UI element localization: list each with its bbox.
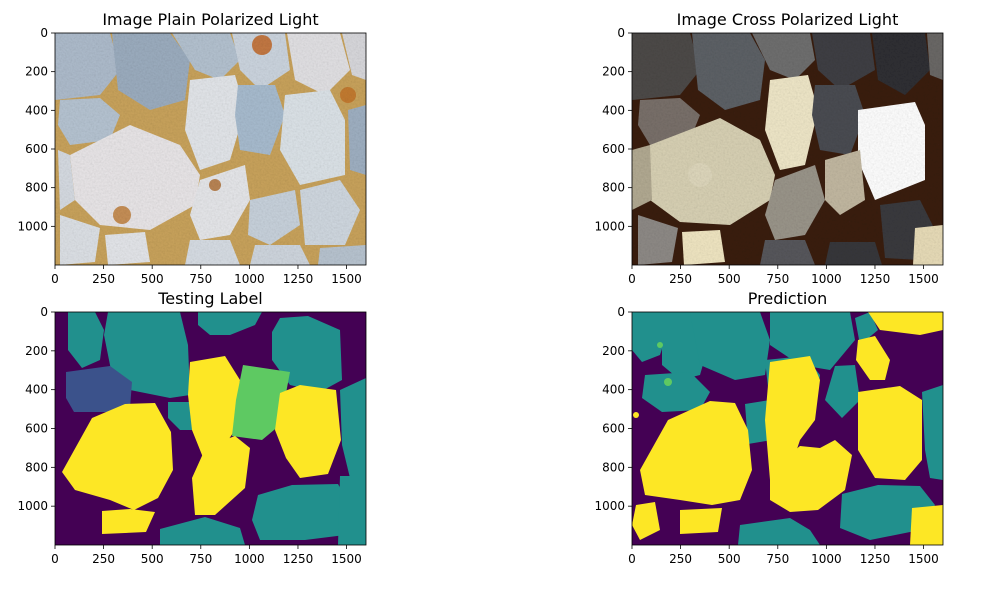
y-tick-label: 800: [25, 460, 48, 474]
panel-title: Prediction: [748, 289, 827, 308]
x-tick-label: 1500: [908, 552, 939, 566]
y-tick-label: 600: [602, 142, 625, 156]
cross-polarized-image: [632, 33, 943, 265]
y-tick-label: 200: [602, 65, 625, 79]
x-tick-label: 1250: [283, 272, 314, 286]
y-tick-label: 600: [25, 142, 48, 156]
panel-title: Testing Label: [157, 289, 263, 308]
panel-testing-label: [54, 311, 367, 546]
y-tick-label: 800: [602, 181, 625, 195]
panel-title: Image Cross Polarized Light: [677, 10, 899, 29]
y-tick-label: 800: [25, 181, 48, 195]
x-tick-label: 0: [51, 552, 59, 566]
x-tick-label: 500: [141, 272, 164, 286]
x-tick-label: 1250: [860, 552, 891, 566]
x-tick-label: 0: [628, 552, 636, 566]
y-tick-label: 800: [602, 460, 625, 474]
x-tick-label: 1000: [234, 272, 265, 286]
axes-overlay: Image Plain Polarized Light 0 250 500 750 100…: [17, 10, 938, 566]
y-tick-label: 600: [25, 422, 48, 436]
y-tick-label: 400: [25, 103, 48, 117]
x-tick-label: 0: [51, 272, 59, 286]
x-tick-label: 500: [718, 552, 741, 566]
x-tick-label: 1500: [331, 552, 362, 566]
x-tick-label: 500: [718, 272, 741, 286]
y-tick-label: 200: [25, 344, 48, 358]
x-tick-label: 1250: [860, 272, 891, 286]
x-tick-label: 750: [189, 272, 212, 286]
y-tick-label: 0: [617, 305, 625, 319]
x-tick-label: 1500: [331, 272, 362, 286]
y-tick-label: 400: [25, 383, 48, 397]
x-tick-label: 250: [92, 552, 115, 566]
y-tick-label: 200: [25, 65, 48, 79]
y-tick-label: 1000: [17, 219, 48, 233]
prediction-mask: [632, 312, 943, 545]
x-tick-label: 250: [669, 552, 692, 566]
x-tick-label: 1000: [811, 272, 842, 286]
x-tick-label: 250: [669, 272, 692, 286]
y-tick-label: 0: [40, 305, 48, 319]
x-tick-label: 250: [92, 272, 115, 286]
y-tick-label: 0: [40, 26, 48, 40]
panel-plain-polarized: [54, 32, 367, 266]
y-tick-label: 1000: [594, 219, 625, 233]
x-tick-label: 1250: [283, 552, 314, 566]
x-tick-label: 750: [189, 552, 212, 566]
y-tick-label: 1000: [594, 499, 625, 513]
y-tick-label: 0: [617, 26, 625, 40]
x-tick-label: 0: [628, 272, 636, 286]
y-tick-label: 400: [602, 103, 625, 117]
panel-prediction: [631, 311, 944, 546]
y-tick-label: 200: [602, 344, 625, 358]
panel-title: Image Plain Polarized Light: [102, 10, 318, 29]
x-tick-label: 750: [766, 552, 789, 566]
plain-polarized-image: [55, 33, 366, 265]
x-tick-label: 1000: [811, 552, 842, 566]
x-tick-label: 750: [766, 272, 789, 286]
y-tick-label: 600: [602, 422, 625, 436]
x-tick-label: 1500: [908, 272, 939, 286]
y-tick-label: 400: [602, 383, 625, 397]
y-tick-label: 1000: [17, 499, 48, 513]
testing-label-mask: [55, 312, 366, 545]
panel-cross-polarized: [631, 32, 944, 266]
x-tick-label: 500: [141, 552, 164, 566]
x-tick-label: 1000: [234, 552, 265, 566]
